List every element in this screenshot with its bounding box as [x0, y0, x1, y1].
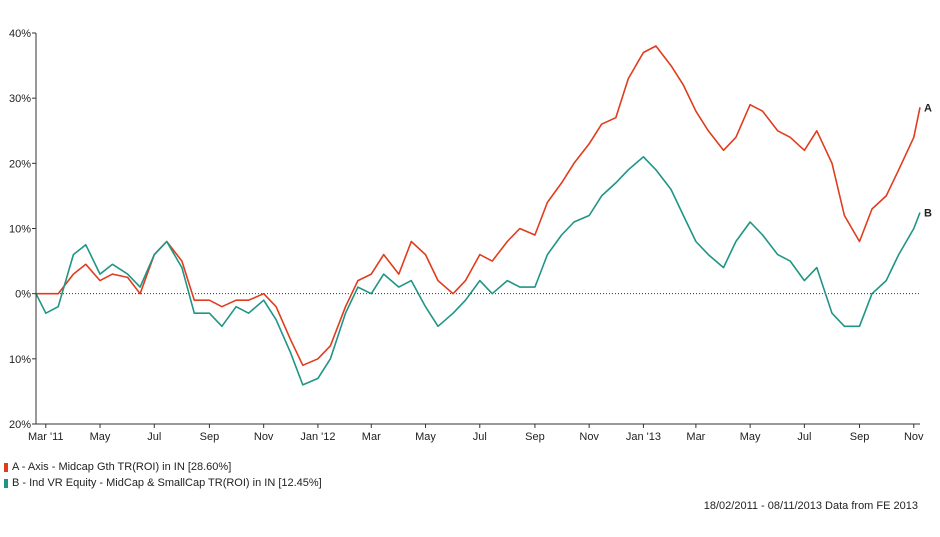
x-tick-label: Mar '11	[28, 431, 64, 443]
x-tick-label: Nov	[579, 431, 599, 443]
x-tick-label: Mar	[686, 431, 705, 443]
x-tick-label: Sep	[200, 431, 220, 443]
x-tick-label: Jan '13	[626, 431, 661, 443]
legend-swatch-b	[4, 478, 8, 488]
series-end-label-a: A	[924, 102, 932, 114]
y-tick-label: 40%	[9, 28, 31, 40]
legend-label-a: A - Axis - Midcap Gth TR(ROI) in IN [28.…	[12, 461, 232, 473]
x-axis-ticks: Mar '11 May Jul Sep Nov Jan '12 Mar May Jul Sep No…	[28, 424, 924, 443]
y-tick-label: 20%	[9, 419, 31, 431]
x-tick-label: Jul	[797, 431, 811, 443]
y-tick-label: 30%	[9, 93, 31, 105]
x-tick-label: Nov	[904, 431, 924, 443]
x-tick-label: May	[740, 431, 761, 443]
data-source-footer: 18/02/2011 - 08/11/2013 Data from FE 201…	[703, 500, 918, 512]
legend: A - Axis - Midcap Gth TR(ROI) in IN [28.…	[4, 459, 322, 491]
legend-label-b: B - Ind VR Equity - MidCap & SmallCap TR…	[12, 477, 322, 489]
x-tick-label: May	[415, 431, 436, 443]
x-tick-label: Sep	[850, 431, 870, 443]
x-tick-label: Mar	[362, 431, 381, 443]
line-chart: 40% 30% 20% 10% 0% 10% 20% Mar '11 May Jul Sep Nov…	[9, 28, 932, 443]
y-tick-label: 20%	[9, 158, 31, 170]
axes	[35, 33, 920, 425]
x-tick-label: Nov	[254, 431, 274, 443]
y-tick-label: 10%	[9, 354, 31, 366]
x-tick-label: Jul	[147, 431, 161, 443]
series-lines	[35, 45, 921, 386]
x-tick-label: Jan '12	[300, 431, 335, 443]
legend-item-a: A - Axis - Midcap Gth TR(ROI) in IN [28.…	[4, 459, 322, 475]
y-tick-label: 0%	[15, 289, 31, 301]
y-tick-label: 10%	[9, 224, 31, 236]
legend-swatch-a	[4, 462, 8, 472]
y-axis-ticks: 40% 30% 20% 10% 0% 10% 20%	[9, 28, 36, 431]
series-line-a	[36, 45, 921, 367]
x-tick-label: Sep	[525, 431, 545, 443]
x-tick-label: May	[90, 431, 111, 443]
series-end-label-b: B	[924, 208, 932, 220]
series-end-labels: AB	[924, 102, 932, 219]
x-tick-label: Jul	[473, 431, 487, 443]
series-line-b	[35, 156, 921, 386]
legend-item-b: B - Ind VR Equity - MidCap & SmallCap TR…	[4, 475, 322, 491]
